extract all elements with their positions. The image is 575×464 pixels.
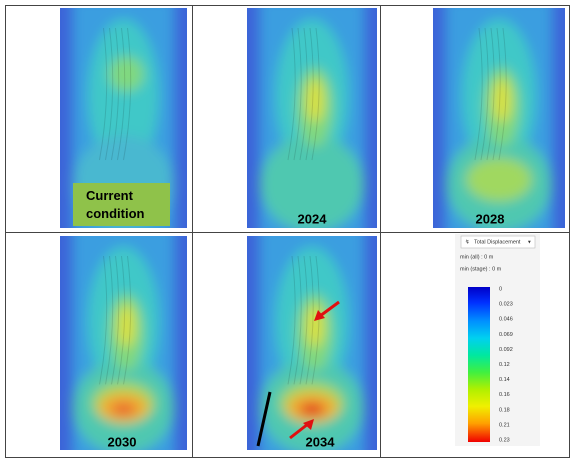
fracture — [486, 27, 495, 161]
contour-image — [60, 8, 187, 228]
scale-label: 0 — [499, 286, 502, 292]
annotations — [256, 300, 340, 447]
scale-label: 0.23 — [499, 437, 510, 443]
scale-label: 0.069 — [499, 332, 513, 338]
arrow-head — [314, 310, 325, 321]
zone — [87, 19, 160, 173]
fracture — [293, 255, 302, 385]
fracture — [111, 27, 120, 161]
legend-icon: ↯ — [465, 238, 470, 245]
blurred — [445, 8, 553, 228]
fracture — [99, 255, 108, 385]
contour-image — [433, 8, 565, 228]
fracture — [498, 27, 507, 161]
zone — [117, 304, 136, 348]
legend-min: min (stage) : 0 m — [460, 266, 502, 272]
fracture — [474, 27, 483, 161]
fracture — [117, 255, 126, 385]
zone — [305, 78, 325, 123]
reference-line — [256, 391, 272, 447]
panel-label: 2030 — [108, 434, 137, 449]
fracture — [305, 27, 314, 161]
contour-image — [247, 8, 377, 228]
contour-image — [247, 236, 377, 450]
panel-label: Current condition — [86, 188, 145, 221]
legend: ↯ Total Displacement ▾ min (all) : 0 m m… — [455, 234, 540, 446]
fracture — [111, 255, 120, 385]
zone — [299, 402, 325, 416]
contour-image — [60, 236, 187, 450]
panel-label: 2034 — [306, 434, 336, 449]
legend-title: Total Displacement — [474, 239, 521, 245]
fracture — [305, 255, 314, 385]
scale-label: 0.16 — [499, 392, 510, 398]
arrow — [289, 422, 309, 440]
arrow-head — [303, 419, 314, 430]
fracture — [105, 255, 114, 385]
label-box — [73, 183, 170, 226]
zone — [492, 78, 512, 123]
fracture — [287, 255, 296, 385]
zone — [305, 304, 325, 348]
contour-images — [60, 8, 565, 450]
blurred — [259, 236, 365, 450]
fracture — [299, 27, 308, 161]
zone — [260, 135, 364, 228]
fracture — [311, 27, 320, 161]
color-bar — [468, 287, 490, 442]
panel-label: 2024 — [298, 211, 328, 226]
zone — [110, 402, 137, 416]
fracture — [123, 255, 132, 385]
fracture — [311, 255, 320, 385]
zone — [466, 157, 532, 202]
blurred — [72, 236, 175, 450]
scale-label: 0.092 — [499, 347, 513, 353]
legend-min: min (all) : 0 m — [460, 254, 494, 260]
scale-label: 0.21 — [499, 422, 510, 428]
arrow — [319, 300, 340, 318]
fracture — [492, 27, 501, 161]
fracture — [105, 27, 114, 161]
fracture — [99, 27, 108, 161]
legend-dropdown[interactable] — [460, 235, 536, 249]
fracture — [480, 27, 489, 161]
fracture — [299, 255, 308, 385]
scale-label: 0.14 — [499, 377, 510, 383]
table-grid — [5, 5, 570, 458]
fracture — [293, 27, 302, 161]
scale-label: 0.18 — [499, 407, 510, 413]
fracture — [123, 27, 132, 161]
zone — [108, 56, 145, 92]
fracture — [287, 27, 296, 161]
scale-label: 0.023 — [499, 302, 513, 308]
scale-label: 0.12 — [499, 362, 510, 368]
fracture — [117, 27, 126, 161]
dropdown-caret: ▾ — [528, 239, 531, 245]
scale-label: 0.046 — [499, 317, 513, 323]
panel-label: 2028 — [476, 211, 505, 226]
blurred — [259, 8, 365, 228]
